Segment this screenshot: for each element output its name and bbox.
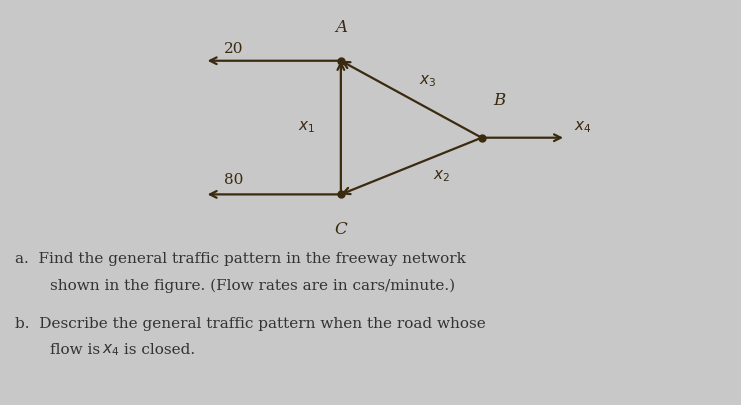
- Text: $x_4$: $x_4$: [574, 120, 592, 135]
- Text: A: A: [335, 19, 347, 36]
- Text: $x_2$: $x_2$: [433, 168, 451, 184]
- Text: $x_3$: $x_3$: [419, 73, 436, 89]
- Text: is closed.: is closed.: [119, 343, 195, 357]
- Text: flow is: flow is: [50, 343, 105, 357]
- Text: 80: 80: [224, 173, 243, 187]
- Text: B: B: [493, 92, 505, 109]
- Text: shown in the figure. (Flow rates are in cars/minute.): shown in the figure. (Flow rates are in …: [50, 278, 456, 293]
- Text: 20: 20: [224, 42, 243, 55]
- Text: $x_1$: $x_1$: [298, 120, 315, 135]
- Text: C: C: [334, 221, 348, 238]
- Text: a.  Find the general traffic pattern in the freeway network: a. Find the general traffic pattern in t…: [15, 252, 465, 266]
- Text: $x_4$: $x_4$: [102, 343, 120, 358]
- Text: b.  Describe the general traffic pattern when the road whose: b. Describe the general traffic pattern …: [15, 317, 485, 331]
